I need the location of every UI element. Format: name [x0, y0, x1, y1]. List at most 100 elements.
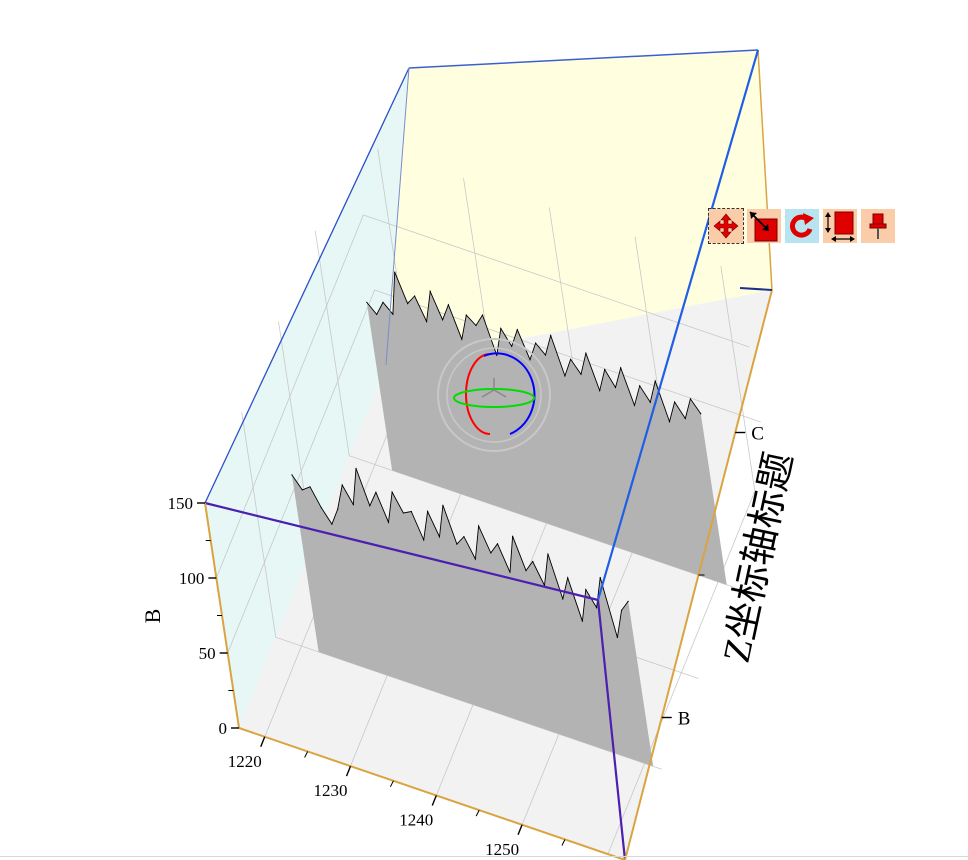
x-tick-label: 1250: [485, 840, 519, 859]
series-line: [366, 271, 702, 424]
series-wall-c: [366, 271, 727, 585]
data-point: [490, 552, 492, 554]
rotation-gizmo-icon[interactable]: [437, 338, 551, 452]
data-point: [654, 380, 656, 382]
box-frame: [204, 49, 773, 860]
data-point: [366, 301, 368, 303]
plot-toolbar: [708, 208, 896, 244]
data-point: [529, 359, 531, 361]
x-tick-label: 1230: [314, 781, 348, 800]
data-point: [341, 484, 343, 486]
x-minor-tick: [561, 839, 566, 846]
move-arrows-icon: [709, 209, 743, 243]
resize-diagonal-icon: [747, 209, 781, 243]
data-point: [562, 598, 564, 600]
data-point: [291, 474, 293, 476]
x-minor-tick: [475, 809, 480, 817]
data-point: [442, 319, 444, 321]
axes: 0 50 100 150 1220 1230 1240 1250 B C: [168, 424, 764, 859]
data-point: [616, 636, 619, 639]
resize-tool[interactable]: [822, 208, 858, 244]
data-point: [684, 417, 686, 420]
data-point: [478, 525, 480, 527]
data-point: [585, 589, 587, 591]
data-point: [604, 368, 606, 371]
data-point: [596, 607, 598, 609]
resize-box-icon: [823, 209, 857, 243]
data-point: [382, 301, 384, 303]
data-point: [301, 489, 303, 491]
data-point: [544, 354, 547, 356]
series-wall-b: [291, 467, 654, 767]
data-point: [581, 620, 584, 622]
data-point: [511, 535, 514, 537]
data-point: [599, 390, 601, 392]
grid-line-z: [241, 412, 662, 770]
data-point: [369, 505, 371, 507]
data-point: [511, 345, 513, 347]
data-point: [620, 367, 622, 369]
data-point: [649, 401, 651, 403]
y-tick-label: 0: [219, 719, 228, 738]
data-point: [614, 386, 617, 389]
data-point: [391, 491, 393, 493]
data-point: [585, 352, 587, 354]
data-point: [309, 486, 311, 488]
data-point: [532, 560, 534, 563]
data-point: [633, 404, 636, 406]
grid-line-y: [215, 214, 750, 579]
data-point: [438, 536, 441, 538]
x-tick: [260, 736, 266, 748]
y-tick-label: 100: [179, 569, 205, 588]
x-tick-label: 1240: [399, 810, 433, 829]
data-point: [668, 421, 671, 423]
data-point: [570, 358, 572, 360]
series-area: [366, 272, 727, 585]
data-point: [496, 543, 499, 545]
x-tick: [517, 824, 523, 836]
move-tool[interactable]: [708, 208, 744, 244]
y-tick-label: 150: [168, 494, 194, 513]
grid-line-y: [227, 289, 761, 654]
z-tick-label: C: [751, 424, 764, 445]
data-point: [689, 398, 692, 400]
pin-icon: [861, 209, 895, 243]
y-tick-label: 50: [199, 644, 216, 663]
data-point: [639, 385, 641, 387]
rotate-icon: [785, 209, 819, 243]
scale-tool[interactable]: [746, 208, 782, 244]
data-point: [331, 523, 333, 525]
data-point: [456, 543, 458, 545]
data-point: [481, 314, 484, 316]
data-point: [463, 536, 465, 538]
pin-tool[interactable]: [860, 208, 896, 244]
data-point: [355, 467, 357, 469]
data-point: [426, 320, 428, 323]
data-point: [337, 508, 339, 510]
series-line: [291, 468, 629, 638]
z-tick-label: B: [678, 709, 691, 730]
x-minor-tick: [389, 780, 394, 788]
data-point: [516, 329, 518, 331]
data-point: [535, 342, 537, 344]
data-point: [465, 314, 467, 316]
data-point: [427, 510, 429, 512]
x-minor-tick: [304, 751, 309, 758]
data-point: [461, 338, 463, 340]
data-point: [509, 571, 511, 573]
series-area: [291, 468, 654, 767]
y-axis-title: B: [140, 609, 165, 624]
data-point: [407, 303, 409, 305]
bottom-border: [0, 856, 968, 857]
rotate-tool[interactable]: [784, 208, 820, 244]
x-tick: [345, 765, 352, 777]
data-point: [429, 290, 431, 292]
back-wall: [386, 50, 772, 365]
data-point: [352, 503, 354, 506]
side-wall: [205, 68, 409, 728]
data-point: [627, 600, 629, 602]
data-point: [700, 413, 702, 415]
data-point: [674, 401, 676, 403]
data-point: [599, 576, 601, 579]
data-point: [567, 577, 569, 579]
